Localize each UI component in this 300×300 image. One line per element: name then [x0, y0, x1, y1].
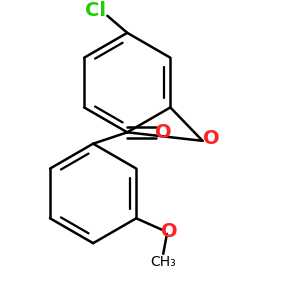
Text: O: O [155, 123, 172, 142]
Text: O: O [160, 222, 177, 241]
Text: Cl: Cl [85, 1, 106, 20]
Text: CH₃: CH₃ [150, 255, 176, 269]
Text: O: O [203, 128, 219, 148]
